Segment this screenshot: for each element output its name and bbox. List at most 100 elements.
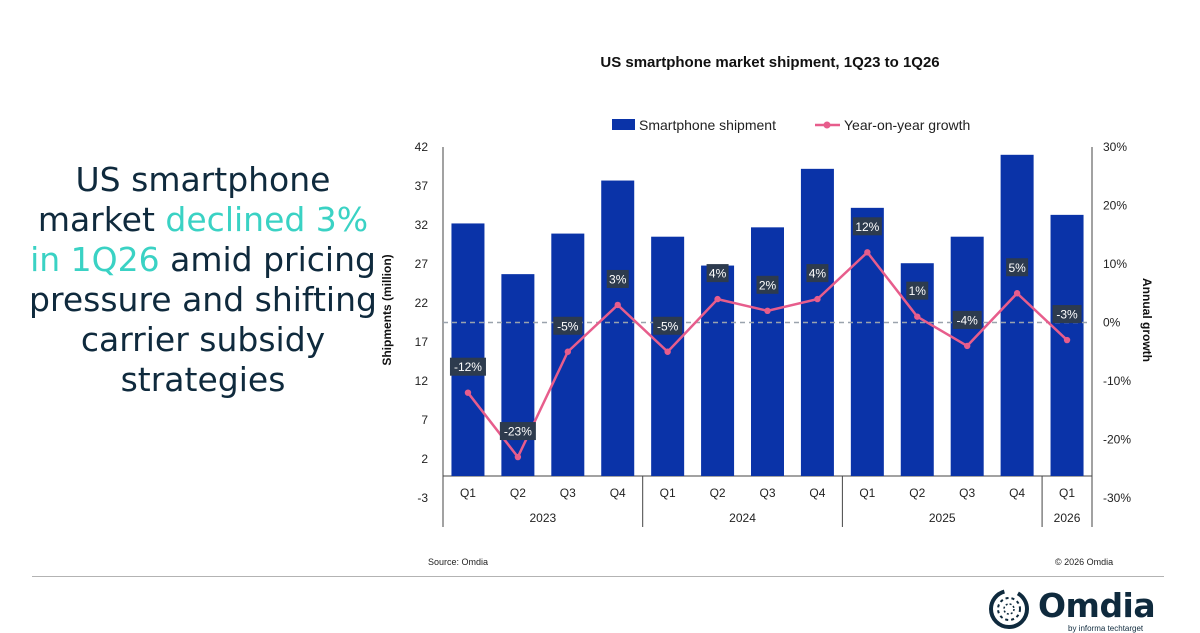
bar-shipment xyxy=(601,180,635,477)
x-tick-label: Q4 xyxy=(610,486,626,500)
growth-point xyxy=(464,389,472,396)
growth-data-label: -3% xyxy=(1056,308,1078,322)
growth-point xyxy=(664,348,671,355)
bar-shipment xyxy=(451,223,485,476)
growth-label-box xyxy=(653,316,683,335)
bar-shipment xyxy=(501,274,535,476)
growth-point xyxy=(914,313,921,320)
y-tick-label: 7 xyxy=(421,413,428,427)
growth-label-box xyxy=(1006,258,1029,277)
x-tick-label: Q3 xyxy=(560,486,576,500)
bar-shipment xyxy=(1050,214,1084,477)
bar-shipment xyxy=(950,236,984,476)
y-tick-label: -3 xyxy=(417,491,428,505)
legend-label-growth: Year-on-year growth xyxy=(844,117,970,133)
growth-label-box xyxy=(706,264,729,283)
year-group-label: 2025 xyxy=(929,511,956,525)
x-tick-label: Q1 xyxy=(859,486,875,500)
y-tick-label: 2 xyxy=(421,452,428,466)
year-group-label: 2023 xyxy=(529,511,556,525)
x-tick-label: Q3 xyxy=(959,486,975,500)
growth-label-box xyxy=(756,275,779,294)
x-tick-label: Q2 xyxy=(710,486,726,500)
y2-tick-label: -10% xyxy=(1103,374,1131,388)
y-tick-label: 22 xyxy=(415,296,429,310)
y2-tick-label: 20% xyxy=(1103,199,1127,213)
y-tick-label: 27 xyxy=(415,257,429,271)
growth-data-label: -23% xyxy=(504,425,532,439)
headline-highlight: declined 3% in 1Q26 xyxy=(30,200,369,279)
growth-data-label: 1% xyxy=(909,284,927,298)
growth-label-box xyxy=(606,269,629,288)
legend-swatch-bar xyxy=(612,119,635,130)
growth-data-label: 2% xyxy=(759,278,777,292)
growth-point xyxy=(564,348,572,355)
footer-divider xyxy=(32,576,1164,577)
y-tick-label: 42 xyxy=(415,140,429,154)
x-tick-label: Q1 xyxy=(1059,486,1075,500)
growth-point xyxy=(814,295,821,303)
copyright-note: © 2026 Omdia xyxy=(1055,557,1114,567)
x-tick-label: Q2 xyxy=(510,486,526,500)
growth-label-box xyxy=(499,422,536,441)
y-tick-label: 17 xyxy=(415,335,429,349)
legend-label-shipment: Smartphone shipment xyxy=(639,117,776,133)
bar-shipment xyxy=(1000,154,1034,477)
growth-label-box xyxy=(906,281,929,300)
growth-point xyxy=(864,249,871,256)
x-tick-label: Q3 xyxy=(759,486,775,500)
growth-data-label: 3% xyxy=(609,272,627,286)
omdia-logo-mark-icon xyxy=(989,589,1029,629)
growth-label-box xyxy=(449,357,486,376)
growth-point xyxy=(614,301,621,309)
growth-label-box xyxy=(806,264,829,283)
x-tick-label: Q4 xyxy=(809,486,825,500)
growth-data-label: -12% xyxy=(454,360,482,374)
growth-point xyxy=(963,342,971,350)
source-note: Source: Omdia xyxy=(428,557,489,567)
growth-point xyxy=(714,295,721,303)
y2-tick-label: -30% xyxy=(1103,491,1131,505)
y2-tick-label: 0% xyxy=(1103,316,1121,330)
y-axis-title: Shipments (million) xyxy=(380,254,394,365)
x-tick-label: Q4 xyxy=(1009,486,1025,500)
headline-part1: US smartphone market xyxy=(37,160,331,239)
growth-point xyxy=(514,453,522,461)
growth-point xyxy=(764,307,771,314)
growth-label-box xyxy=(1052,305,1082,324)
y2-tick-label: 30% xyxy=(1103,140,1127,154)
headline: US smartphone market declined 3% in 1Q26… xyxy=(28,160,378,400)
x-tick-label: Q1 xyxy=(460,486,476,500)
growth-data-label: 4% xyxy=(709,267,727,281)
growth-label-box xyxy=(852,217,882,236)
x-tick-label: Q2 xyxy=(909,486,925,500)
growth-data-label: -5% xyxy=(557,319,579,333)
y-tick-label: 37 xyxy=(415,179,429,193)
growth-data-label: 4% xyxy=(809,267,827,281)
headline-part2: amid pricing pressure and shifting carri… xyxy=(29,240,377,399)
x-tick-label: Q1 xyxy=(660,486,676,500)
y-tick-label: 12 xyxy=(415,374,429,388)
growth-data-label: 12% xyxy=(855,220,879,234)
growth-label-box xyxy=(952,310,982,329)
growth-data-label: -5% xyxy=(657,319,679,333)
chart-title: US smartphone market shipment, 1Q23 to 1… xyxy=(600,54,939,71)
y2-axis-title: Annual growth xyxy=(1140,278,1154,362)
growth-point xyxy=(1063,336,1071,344)
legend-swatch-marker xyxy=(823,121,831,129)
growth-data-label: 5% xyxy=(1008,261,1026,275)
logo-wordmark: Omdia xyxy=(1038,586,1156,625)
growth-data-label: -4% xyxy=(957,313,979,327)
year-group-label: 2024 xyxy=(729,511,756,525)
bar-shipment xyxy=(651,236,685,476)
logo-tagline: by informa techtarget xyxy=(1068,624,1144,633)
bar-shipment xyxy=(850,207,884,476)
y2-tick-label: -20% xyxy=(1103,433,1131,447)
omdia-logo: Omdia by informa techtarget xyxy=(988,586,1168,633)
bar-shipment xyxy=(751,227,784,476)
y-tick-label: 32 xyxy=(415,218,429,232)
y2-tick-label: 10% xyxy=(1103,257,1127,271)
year-group-label: 2026 xyxy=(1054,511,1081,525)
growth-point xyxy=(1013,290,1021,297)
